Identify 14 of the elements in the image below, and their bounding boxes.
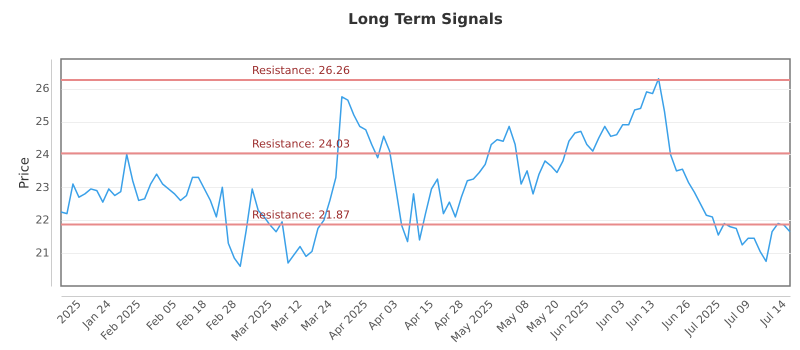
line-series: [60, 78, 791, 268]
x-tick-label: Jul 09: [721, 298, 753, 330]
y-tick-label: 26: [36, 82, 50, 96]
y-tick-label: 21: [36, 246, 50, 260]
y-tick-label: 24: [36, 148, 50, 161]
x-tick-label: Apr 03: [365, 298, 400, 333]
y-tick-label: 25: [36, 115, 50, 128]
y-tick-label: 23: [36, 180, 50, 194]
x-tick-label: Jul 14: [757, 298, 789, 330]
x-tick-label: Jun 13: [622, 298, 658, 332]
ref-line-label: Resistance: 26.26: [252, 64, 350, 78]
y-axis-title: Price: [18, 157, 33, 189]
chart-title: Long Term Signals: [348, 10, 503, 28]
y-tick-label: 22: [36, 214, 50, 227]
